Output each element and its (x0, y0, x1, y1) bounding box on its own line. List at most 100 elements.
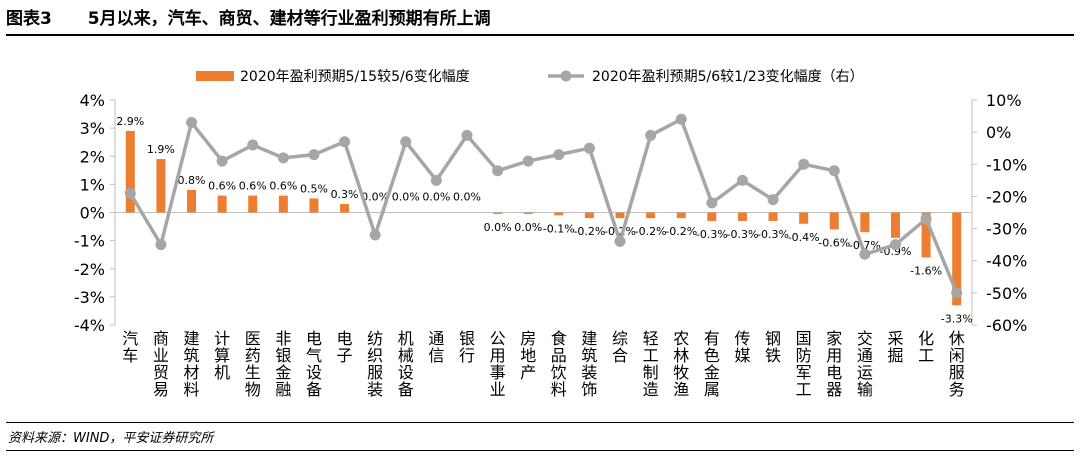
category-label: 建筑材料 (184, 329, 200, 399)
left-tick-label: -3% (74, 288, 105, 307)
right-tick-label: -60% (986, 316, 1027, 335)
line-point-休闲服务 (951, 287, 963, 299)
bar-建筑材料 (187, 190, 197, 213)
bar-房地产 (523, 212, 533, 214)
bar-采掘 (890, 212, 900, 238)
bar-data-label: 0.6% (269, 180, 297, 193)
bar-data-label: 0.6% (208, 180, 236, 193)
right-tick-label: -10% (986, 155, 1027, 174)
category-label: 电子 (337, 329, 353, 365)
left-tick-label: 3% (80, 119, 105, 138)
left-tick-label: -2% (74, 260, 105, 279)
category-label: 商业贸易 (153, 329, 169, 399)
bar-建筑装饰 (584, 212, 594, 219)
figure-title: 图表3 5月以来，汽车、商贸、建材等行业盈利预期有所上调 (6, 4, 491, 29)
category-label: 轻工制造 (643, 329, 659, 399)
category-label: 公用事业 (490, 329, 506, 399)
bar-data-label: 0.0% (453, 191, 481, 204)
right-tick-label: -40% (986, 252, 1027, 271)
left-tick-label: 4% (80, 91, 105, 110)
category-label: 非银金融 (275, 329, 291, 399)
figure-heading: 5月以来，汽车、商贸、建材等行业盈利预期有所上调 (87, 9, 491, 29)
category-label: 综合 (612, 329, 628, 365)
bar-data-label: 0.0% (422, 191, 450, 204)
bar-data-label: -0.2% (573, 225, 605, 238)
category-label: 化工 (918, 329, 934, 365)
bar-data-label: -0.3% (726, 228, 758, 241)
line-point-传媒 (736, 174, 748, 186)
right-tick-label: 0% (986, 123, 1011, 142)
line-point-机械设备 (400, 136, 412, 148)
source-rule-bottom (6, 450, 1074, 451)
line-point-纺织服装 (369, 229, 381, 241)
bar-data-label: 0.8% (178, 174, 206, 187)
bar-data-label: -0.6% (818, 236, 850, 249)
bar-data-label: -1.6% (910, 265, 942, 278)
line-point-电气设备 (308, 149, 320, 161)
line-point-轻工制造 (645, 129, 657, 141)
line-point-通信 (430, 174, 442, 186)
bar-轻工制造 (646, 212, 656, 219)
line-point-家用电器 (828, 165, 840, 177)
line-point-综合 (614, 235, 626, 247)
left-tick-label: -4% (74, 316, 105, 335)
category-label: 采掘 (887, 329, 903, 365)
bar-家用电器 (829, 212, 839, 230)
line-point-非银金融 (277, 152, 289, 164)
category-label: 家用电器 (826, 329, 842, 399)
category-label: 休闲服务 (949, 329, 965, 399)
line-point-交通运输 (859, 248, 871, 260)
line-point-食品饮料 (553, 149, 565, 161)
category-label: 计算机 (214, 329, 230, 382)
category-label: 钢铁 (765, 329, 781, 365)
line-point-钢铁 (767, 194, 779, 206)
category-label: 汽车 (122, 329, 138, 365)
bar-商业贸易 (156, 159, 166, 213)
bar-data-label: 0.3% (331, 188, 359, 201)
bar-data-label: -0.1% (543, 222, 575, 235)
line-point-采掘 (889, 239, 901, 251)
bar-非银金融 (278, 195, 288, 213)
line-point-银行 (461, 129, 473, 141)
bar-钢铁 (768, 212, 778, 221)
bar-data-label: 2.9% (116, 115, 144, 128)
source-rule-top (6, 422, 1074, 423)
bar-data-label: 1.9% (147, 143, 175, 156)
line-point-建筑装饰 (583, 142, 595, 154)
line-point-商业贸易 (155, 239, 167, 251)
source-note: 资料来源：WIND，平安证券研究所 (8, 431, 214, 446)
figure-label: 图表3 (6, 9, 52, 29)
category-label: 国防军工 (796, 329, 812, 399)
bar-计算机 (217, 195, 227, 213)
bar-data-label: -0.3% (757, 228, 789, 241)
bar-医药生物 (248, 195, 258, 213)
line-point-公用事业 (492, 165, 504, 177)
bar-公用事业 (493, 212, 503, 214)
legend-line-label: 2020年盈利预期5/6较1/23变化幅度（右） (592, 69, 864, 85)
legend-bar-label: 2020年盈利预期5/15较5/6变化幅度 (240, 69, 470, 85)
line-point-化工 (920, 213, 932, 225)
bar-data-label: 0.0% (392, 191, 420, 204)
bar-data-label: -0.7% (849, 239, 881, 252)
bar-综合 (615, 212, 625, 219)
bar-食品饮料 (554, 212, 564, 216)
category-label: 房地产 (520, 329, 536, 382)
category-label: 交通运输 (857, 329, 873, 399)
line-point-国防军工 (798, 158, 810, 170)
bar-有色金属 (707, 212, 717, 221)
category-label: 农林牧渔 (673, 329, 689, 399)
left-tick-label: 1% (80, 175, 105, 194)
line-point-汽车 (124, 187, 136, 199)
category-label: 有色金属 (704, 329, 720, 399)
category-label: 医药生物 (245, 329, 261, 399)
bar-休闲服务 (952, 212, 962, 306)
bar-data-label: 0.0% (361, 191, 389, 204)
category-label: 电气设备 (306, 329, 322, 399)
right-tick-label: -30% (986, 220, 1027, 239)
category-label: 纺织服装 (367, 329, 383, 399)
bar-化工 (921, 212, 931, 258)
bar-国防军工 (799, 212, 809, 224)
left-tick-label: 0% (80, 204, 105, 223)
category-label: 建筑装饰 (581, 329, 597, 399)
